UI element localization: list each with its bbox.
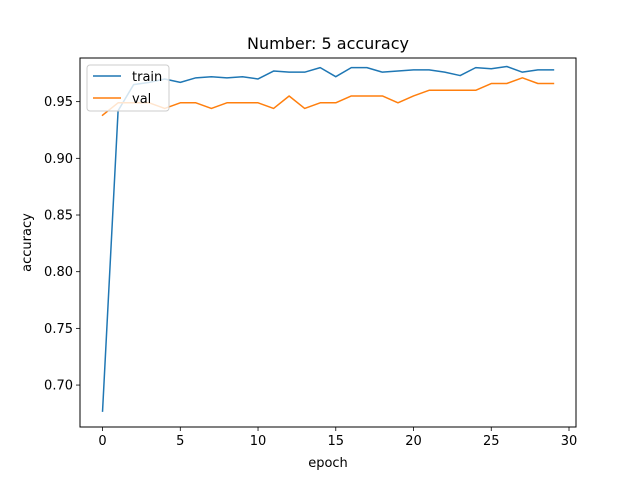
y-tick-label: 0.90 bbox=[44, 152, 73, 167]
series-line-val bbox=[101, 77, 555, 117]
y-tick-label: 0.80 bbox=[44, 265, 73, 280]
legend-label-train: train bbox=[132, 70, 162, 85]
plot-frame bbox=[79, 57, 577, 428]
x-tick-label: 5 bbox=[176, 434, 184, 449]
legend-label-val: val bbox=[132, 92, 151, 107]
x-tick-label: 25 bbox=[483, 434, 500, 449]
x-tick-label: 15 bbox=[328, 434, 345, 449]
chart-title: Number: 5 accuracy bbox=[247, 34, 409, 53]
x-axis-title: epoch bbox=[308, 456, 348, 471]
series-lines bbox=[101, 65, 555, 412]
y-axis-title: accuracy bbox=[20, 213, 35, 272]
axis-ticks: 0 5 10 15 20 25 30 0.70 0.75 0.80 0.85 0.90 0.95 bbox=[44, 95, 577, 449]
series-line-train bbox=[101, 65, 555, 412]
x-tick-label: 10 bbox=[250, 434, 267, 449]
y-tick-label: 0.70 bbox=[44, 379, 73, 394]
y-tick-label: 0.95 bbox=[44, 95, 73, 110]
x-tick-label: 30 bbox=[561, 434, 578, 449]
y-tick-label: 0.75 bbox=[44, 322, 73, 337]
x-tick-label: 20 bbox=[405, 434, 422, 449]
y-tick-label: 0.85 bbox=[44, 209, 73, 224]
legend: train val bbox=[86, 64, 170, 112]
x-tick-label: 0 bbox=[98, 434, 106, 449]
